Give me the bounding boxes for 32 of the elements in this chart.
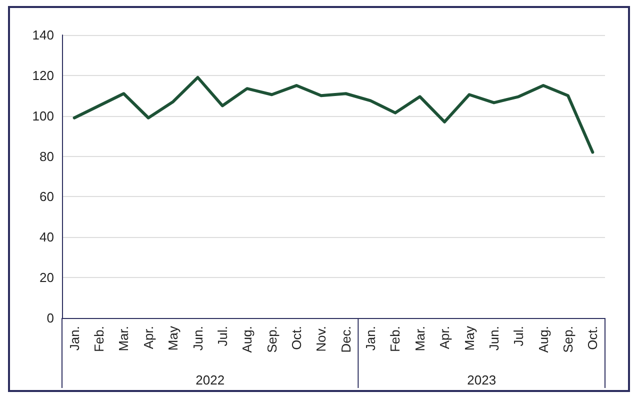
y-tick-label: 20: [40, 270, 54, 286]
y-tick-label: 40: [40, 230, 54, 245]
x-tick-label: Sep.: [560, 326, 576, 353]
x-tick-label: Jan.: [363, 326, 378, 351]
x-tick-label: Aug.: [536, 326, 551, 353]
x-tick-label: Nov.: [314, 326, 329, 352]
x-tick-label: Mar.: [412, 326, 428, 352]
text: 2022: [196, 372, 225, 388]
x-tick-label: Mar.: [116, 326, 132, 352]
x-tick-label: Feb.: [92, 326, 107, 352]
x-tick-label: Jan.: [66, 326, 82, 351]
x-tick-label: May: [166, 326, 181, 351]
x-tick-label: Aug.: [240, 326, 255, 353]
y-tick-label: 140: [32, 28, 54, 42]
x-tick-label: Dec.: [338, 326, 354, 353]
x-tick-label: Oct.: [288, 326, 304, 350]
x-tick-label: Feb.: [388, 326, 403, 352]
x-tick-label: Apr.: [140, 326, 156, 350]
y-tick-label: 0: [46, 310, 54, 326]
x-tick-label: Jun.: [190, 326, 206, 351]
x-tick-label: Jul.: [511, 326, 526, 346]
y-tick-label: 60: [40, 189, 54, 204]
x-tick-label: Oct.: [585, 326, 600, 350]
x-tick-label: Jun.: [486, 326, 502, 351]
text: 2023: [467, 372, 496, 388]
x-tick-label: Apr.: [437, 326, 452, 350]
y-tick-label: 100: [32, 108, 54, 124]
y-tick-label: 120: [32, 68, 54, 83]
x-tick-label: Sep.: [264, 326, 280, 353]
x-tick-label: Jul.: [214, 326, 230, 346]
y-tick-label: 80: [40, 148, 54, 164]
x-tick-label: May: [462, 326, 477, 351]
